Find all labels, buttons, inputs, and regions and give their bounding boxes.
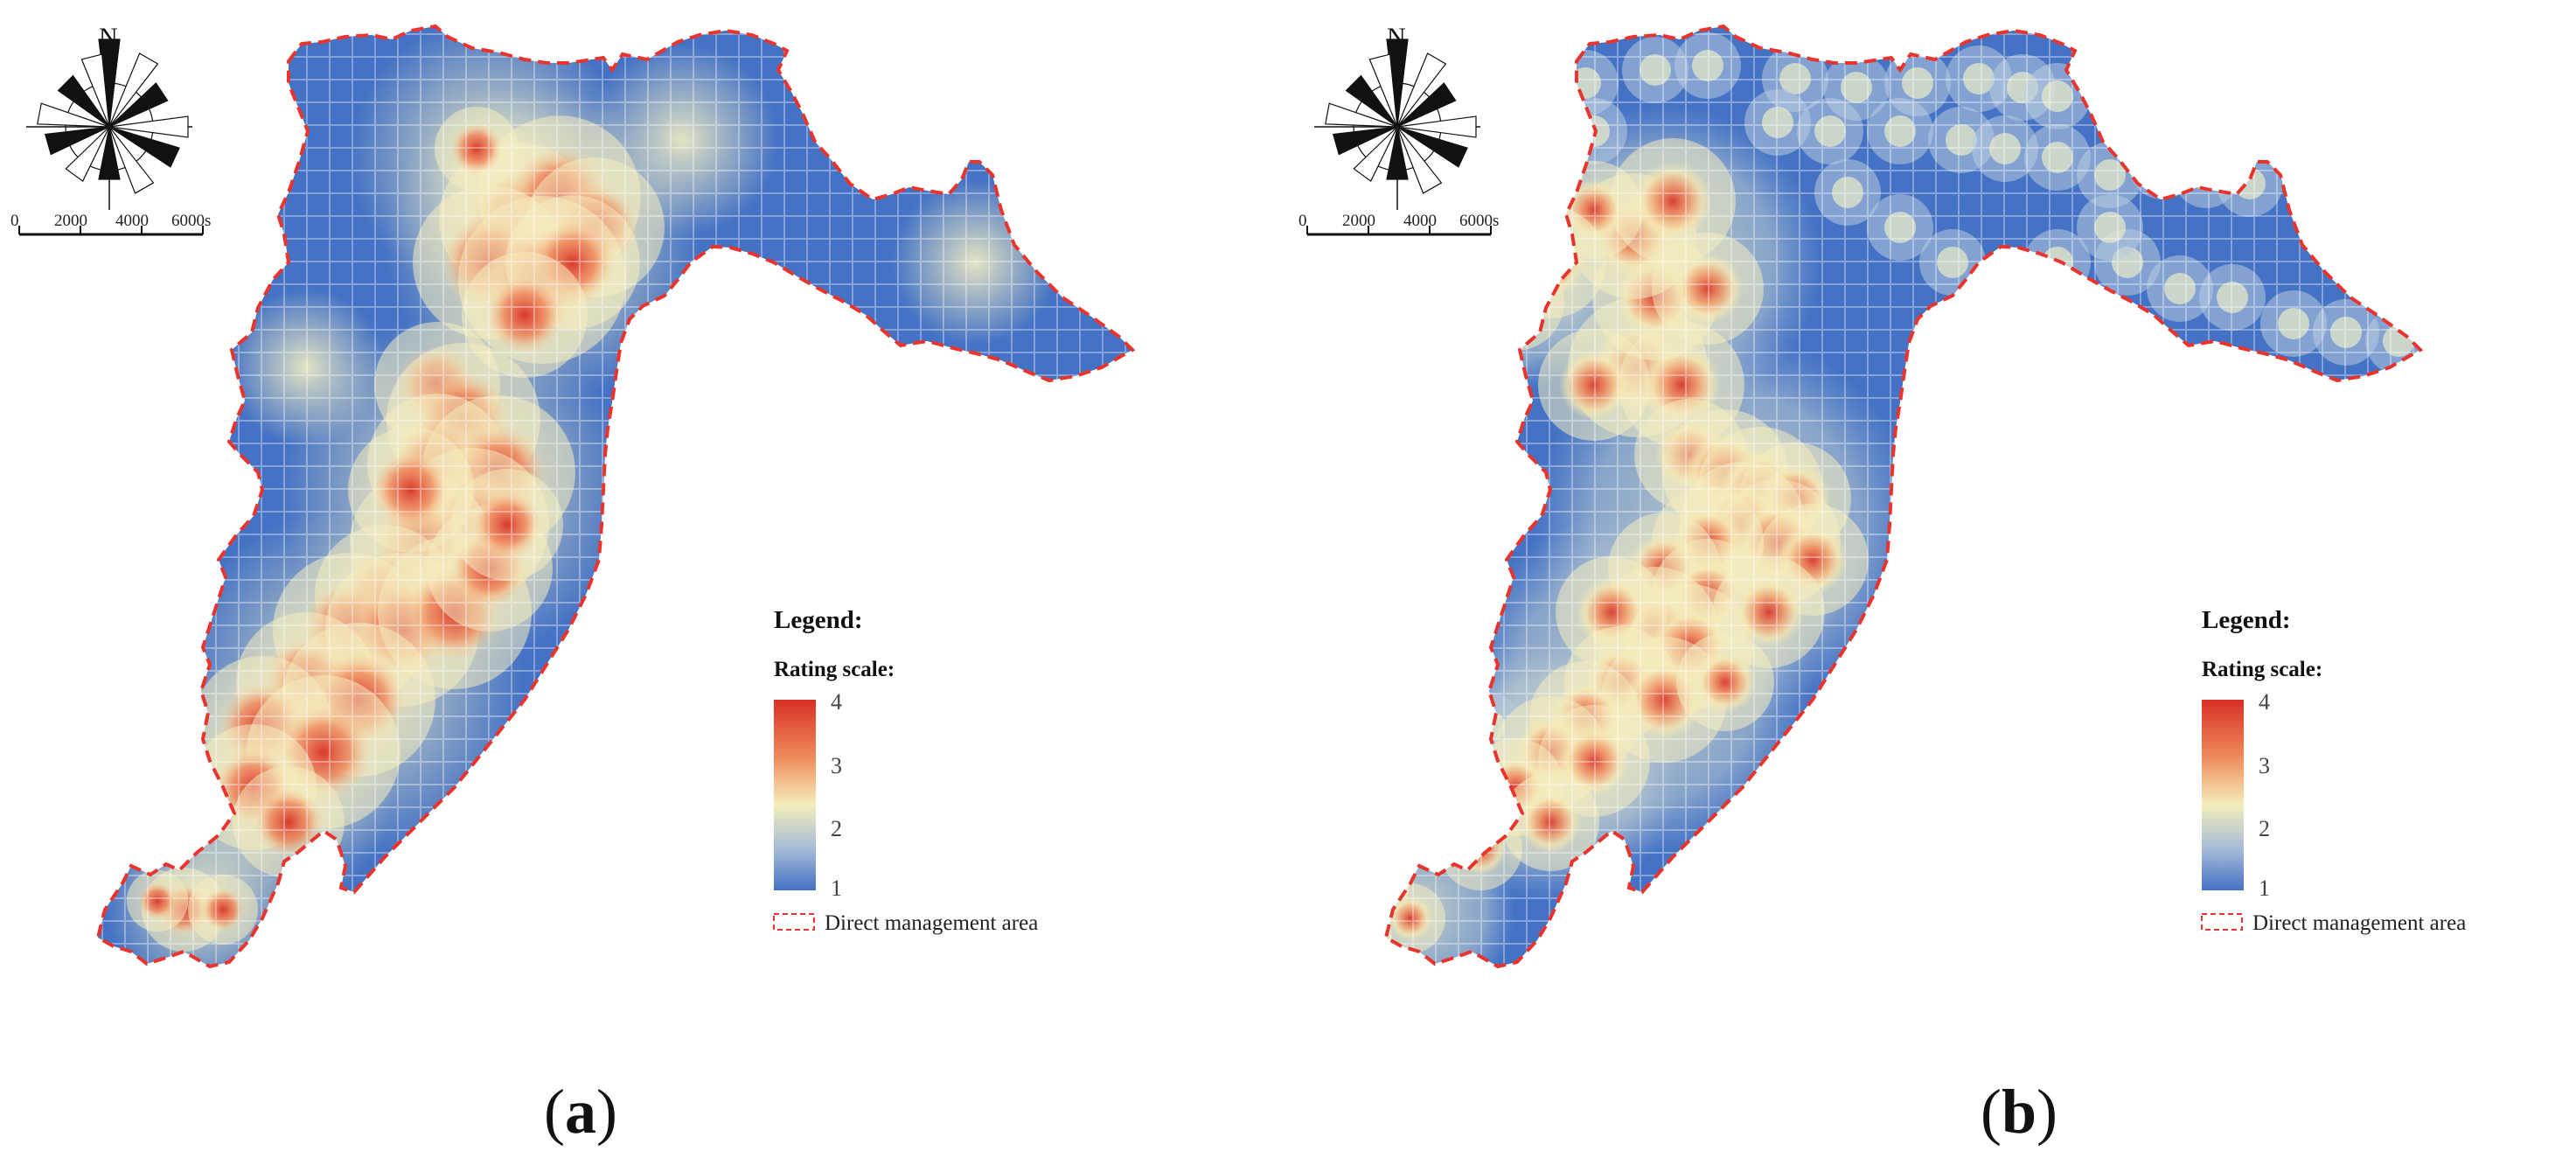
rose-petal — [1386, 126, 1409, 180]
legend: Legend: Rating scale: 4 3 2 1 Direct man… — [2201, 606, 2466, 935]
scale-bar: 0 2000 4000 6000s — [10, 212, 211, 236]
hotspot-mark — [1336, 923, 1380, 966]
map-panel-b: N 0 2000 4000 6000s Legend: Rating scale… — [1288, 0, 2576, 1165]
rose-petal — [108, 82, 169, 128]
scale-label: 2000 — [1342, 212, 1375, 230]
rose-petal — [108, 126, 180, 168]
north-label: N — [99, 23, 118, 52]
rose-petal — [1353, 126, 1398, 182]
north-arrow-icon — [1314, 38, 1480, 210]
scale-label: 6000s — [171, 212, 211, 230]
scale-tick: 2 — [2259, 816, 2270, 841]
halo-mark — [2147, 150, 2178, 182]
halo-mark — [1447, 527, 1479, 558]
heat-layer — [1336, 26, 2420, 966]
halo-mark — [1386, 334, 1409, 366]
heat-layer — [98, 26, 1132, 966]
halo-mark — [1972, 255, 2038, 322]
rating-scale-bar — [2202, 700, 2244, 890]
halo-mark — [1430, 631, 1496, 698]
rose-petal — [65, 126, 110, 182]
halo-mark — [1386, 422, 1391, 453]
legend-title: Legend: — [774, 606, 863, 634]
rose-petal — [108, 126, 155, 194]
scale-tick: 4 — [2259, 689, 2270, 715]
halo-mark — [1517, 111, 1549, 143]
hotspot-mark — [1386, 862, 1397, 905]
scale-tick: 3 — [2259, 753, 2270, 778]
halo-mark — [1386, 317, 1426, 383]
panel-caption: (b) — [1981, 1077, 2058, 1147]
rose-petal — [108, 115, 189, 138]
rose-petal — [1396, 82, 1457, 128]
rose-petal — [108, 52, 159, 128]
halo-mark — [1447, 649, 1479, 680]
scale-tick: 2 — [831, 816, 842, 841]
scale-label: 4000 — [115, 212, 149, 230]
rose-petal — [1396, 115, 1477, 138]
halo-mark — [1386, 273, 1417, 304]
rating-scale-title: Rating scale: — [2202, 658, 2322, 681]
boundary-legend-label: Direct management area — [2252, 911, 2466, 935]
rose-petal — [1396, 126, 1443, 194]
direct-management-boundary — [95, 24, 1136, 969]
boundary-legend-swatch — [773, 913, 815, 931]
rose-petal — [1325, 102, 1398, 128]
scale-label: 6000s — [1459, 212, 1499, 230]
rose-petal — [44, 126, 110, 156]
rose-petal — [1332, 126, 1398, 156]
scale-tick: 1 — [2259, 875, 2270, 901]
halo-mark — [1438, 317, 1470, 348]
rose-petal — [80, 53, 110, 128]
halo-mark — [1395, 220, 1461, 287]
rating-scale-title: Rating scale: — [774, 658, 895, 681]
rose-petal — [1396, 126, 1468, 168]
halo-mark — [1535, 159, 1566, 191]
scale-label: 4000 — [1403, 212, 1437, 230]
halo-mark — [1386, 404, 1409, 471]
direct-management-boundary — [1383, 24, 2424, 969]
scale-label: 2000 — [54, 212, 87, 230]
halo-mark — [1500, 94, 1566, 160]
rose-petal — [1345, 74, 1398, 128]
legend: Legend: Rating scale: 4 3 2 1 Direct man… — [773, 606, 1038, 935]
halo-mark — [1430, 509, 1496, 576]
halo-mark — [1386, 910, 1393, 966]
rose-petal — [98, 126, 121, 180]
rose-petal — [57, 74, 110, 128]
halo-mark — [1386, 255, 1435, 322]
scale-tick: 1 — [831, 875, 842, 901]
halo-mark — [1412, 596, 1444, 628]
halo-mark — [1491, 54, 1522, 86]
north-arrow-icon — [26, 38, 192, 210]
scale-tick: 4 — [831, 689, 842, 715]
scale-label: 0 — [1298, 212, 1307, 230]
halo-mark — [1421, 299, 1487, 366]
halo-mark — [1395, 579, 1461, 645]
rose-petal — [37, 102, 110, 128]
rose-petal — [1396, 52, 1447, 128]
boundary-legend-label: Direct management area — [825, 911, 1038, 935]
hotspot-mark — [1485, 271, 1546, 332]
halo-mark — [1412, 238, 1444, 269]
heatmap-map-a: N 0 2000 4000 6000s Legend: Rating scale… — [10, 23, 1136, 969]
scale-bar: 0 2000 4000 6000s — [1298, 212, 1499, 236]
halo-mark — [2190, 159, 2222, 191]
north-label: N — [1387, 23, 1406, 52]
halo-mark — [1386, 457, 1444, 523]
rose-petal — [1368, 53, 1398, 128]
heatmap-map-b: N 0 2000 4000 6000s Legend: Rating scale… — [1298, 23, 2466, 969]
halo-mark — [1395, 474, 1426, 506]
scale-tick: 3 — [831, 753, 842, 778]
boundary-legend-swatch — [2201, 913, 2243, 931]
legend-title: Legend: — [2202, 606, 2291, 634]
panel-caption: (a) — [544, 1077, 617, 1147]
scale-label: 0 — [10, 212, 19, 230]
rating-scale-bar — [774, 700, 816, 890]
halo-mark — [1473, 37, 1540, 103]
map-panel-a: N 0 2000 4000 6000s Legend: Rating scale… — [10, 23, 1136, 1147]
halo-mark — [1989, 273, 2021, 304]
